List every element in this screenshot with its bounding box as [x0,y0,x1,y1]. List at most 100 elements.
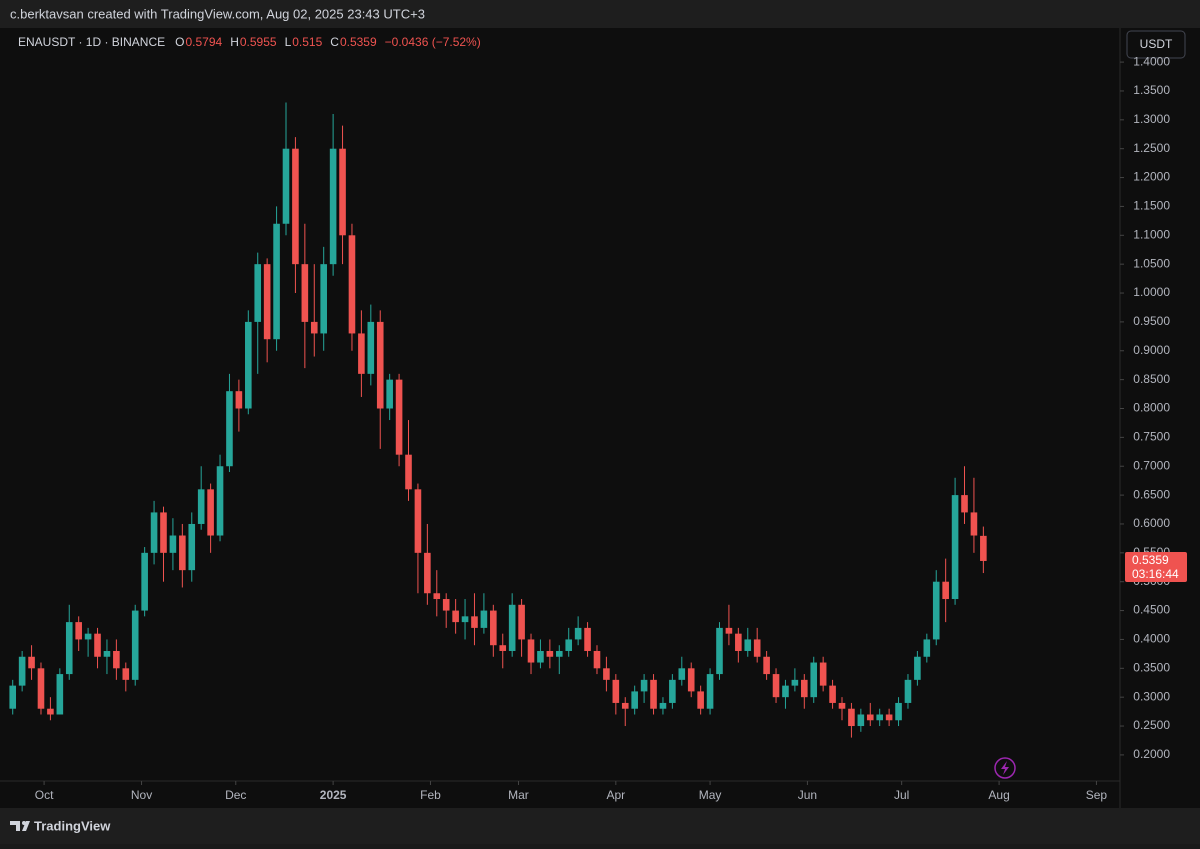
candle-body [320,264,327,334]
candle-body [188,523,196,571]
y-tick-label: 1.1000 [1133,227,1170,241]
ohlc-value: 0.5359 [340,35,377,49]
last-price: 0.5359 [1132,553,1169,567]
candle-body [376,321,384,409]
candle-body [405,454,412,490]
chart-area [0,28,1200,808]
candle-body [725,627,733,634]
y-tick-label: 0.8500 [1133,372,1170,386]
candle-body [508,604,516,651]
candle-body [527,639,535,663]
y-tick-label: 0.6500 [1133,487,1170,501]
candle-body [593,650,601,669]
candle-body [904,679,912,703]
candle-body [254,264,262,322]
y-tick-label: 0.2000 [1133,747,1170,761]
candle-body [310,321,318,334]
candle-body [348,235,356,334]
candle-body [782,685,789,698]
candle-body [499,645,507,651]
y-tick-label: 1.4000 [1133,54,1170,68]
watermark: c.berktavsan created with TradingView.co… [10,6,425,21]
candle-body [650,679,657,709]
brand-logo-dot [22,821,26,825]
candle-body [75,622,82,640]
candle-body [358,333,365,374]
candle-body [914,656,921,680]
candle-body [659,702,667,709]
ohlc-value: 0.515 [292,35,322,49]
candle-body [716,627,723,675]
candle-body [735,633,742,651]
candle-body [113,650,120,669]
x-tick-label: Aug [988,788,1009,802]
candle-body [876,714,883,721]
candle-body [574,627,582,640]
candle-body [169,535,177,553]
candle-body [442,599,450,611]
candle-body [480,610,488,628]
candle-body [895,702,902,721]
candle-body [160,512,167,553]
candle-body [980,535,987,561]
candle-body [951,495,959,600]
candle-body [18,656,26,686]
alert-bolt [1001,761,1009,775]
x-tick-label: Sep [1086,788,1108,802]
y-tick-label: 0.3500 [1133,660,1170,674]
candle-body [961,495,968,513]
candle-body [848,708,855,727]
currency-label[interactable]: USDT [1140,37,1173,51]
candle-body [452,610,459,623]
candle-body [970,512,978,536]
candle-body [339,148,346,236]
x-tick-label: Oct [35,788,54,802]
candle-body [640,679,648,692]
x-tick-label: Jul [894,788,909,802]
last-price-tag [1125,551,1187,582]
candle-body [84,633,92,640]
candle-body [56,674,64,715]
candle-body [424,552,431,594]
candle-body [292,148,299,265]
currency-button[interactable] [1126,30,1186,59]
ohlc-key: C [330,35,339,49]
candle-body [395,379,403,455]
y-tick-label: 0.3000 [1133,689,1170,703]
candle-body [866,714,874,721]
x-tick-label: Apr [606,788,625,802]
candle-body [37,668,45,709]
candle-body [235,391,243,409]
candle-body [555,650,563,657]
y-tick-label: 1.0500 [1133,256,1170,270]
candle-body [207,489,214,536]
ohlc-key: L [285,35,292,49]
plot [9,102,987,738]
ohlc-key: H [230,35,239,49]
candle-body [490,610,497,646]
y-tick-label: 0.6000 [1133,516,1170,530]
x-tick-label: Nov [131,788,152,802]
x-tick-label: 2025 [320,788,347,802]
x-tick-label: May [699,788,722,802]
price-change: −0.0436 (−7.52%) [385,35,481,49]
y-tick-label: 0.7500 [1133,430,1170,444]
candle-body [216,466,224,536]
candle-body [772,674,780,698]
candle-body [687,668,695,692]
candle-body [28,656,35,669]
candle-body [763,656,770,675]
top-bar [0,0,1200,28]
candle-body [141,552,148,611]
candle-body [744,639,752,651]
candle-body [103,650,111,657]
candle-body [791,679,799,686]
x-tick-label: Mar [508,788,529,802]
alert-icon[interactable] [994,757,1016,779]
candle-body [273,223,280,340]
ohlc-value: 0.5794 [185,35,222,49]
candle-body [932,581,940,640]
y-tick-label: 1.2500 [1133,141,1170,155]
candle-body [819,662,827,686]
